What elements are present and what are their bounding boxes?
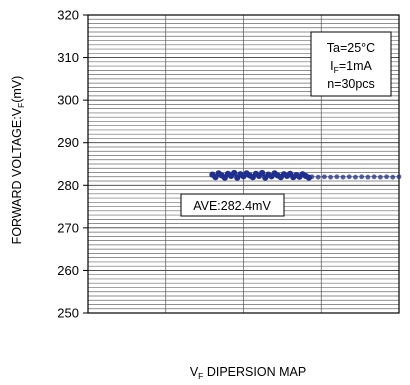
- y-tick-label: 310: [57, 50, 79, 65]
- conditions-box: [310, 31, 392, 97]
- data-point: [321, 174, 327, 180]
- y-axis-ticks: 250 260 270 280 290 300 310 320: [57, 8, 88, 321]
- condition-current: IF=1mA: [330, 59, 372, 75]
- data-point: [346, 174, 352, 180]
- y-tick-label: 260: [57, 263, 79, 278]
- data-point: [377, 174, 383, 180]
- average-annotation: AVE:282.4mV: [193, 199, 271, 213]
- data-point: [384, 174, 389, 180]
- y-tick-label: 280: [57, 178, 79, 193]
- data-point: [359, 174, 365, 180]
- y-tick-label: 320: [57, 8, 79, 23]
- data-point: [390, 174, 396, 180]
- data-point: [365, 174, 371, 180]
- condition-temperature: Ta=25°C: [327, 41, 375, 55]
- data-point: [259, 169, 266, 177]
- y-tick-label: 290: [57, 135, 79, 150]
- x-axis-label: VF DIPERSION MAP: [190, 365, 306, 381]
- y-tick-label: 300: [57, 93, 79, 108]
- data-point: [353, 174, 358, 180]
- y-axis-label: FORWARD VOLTAGE:VF(mV): [10, 76, 26, 245]
- data-point: [396, 174, 402, 180]
- y-tick-label: 250: [57, 306, 79, 321]
- average-annotation-box: [180, 193, 285, 217]
- data-point: [340, 174, 346, 180]
- data-point: [309, 174, 315, 180]
- data-point: [315, 174, 321, 180]
- data-point: [231, 169, 238, 177]
- y-tick-label: 270: [57, 220, 79, 235]
- data-points: [209, 169, 402, 181]
- plot-frame: [87, 14, 400, 314]
- data-point: [334, 174, 340, 180]
- condition-count: n=30pcs: [327, 77, 375, 91]
- data-point: [371, 174, 377, 180]
- data-point: [328, 174, 333, 180]
